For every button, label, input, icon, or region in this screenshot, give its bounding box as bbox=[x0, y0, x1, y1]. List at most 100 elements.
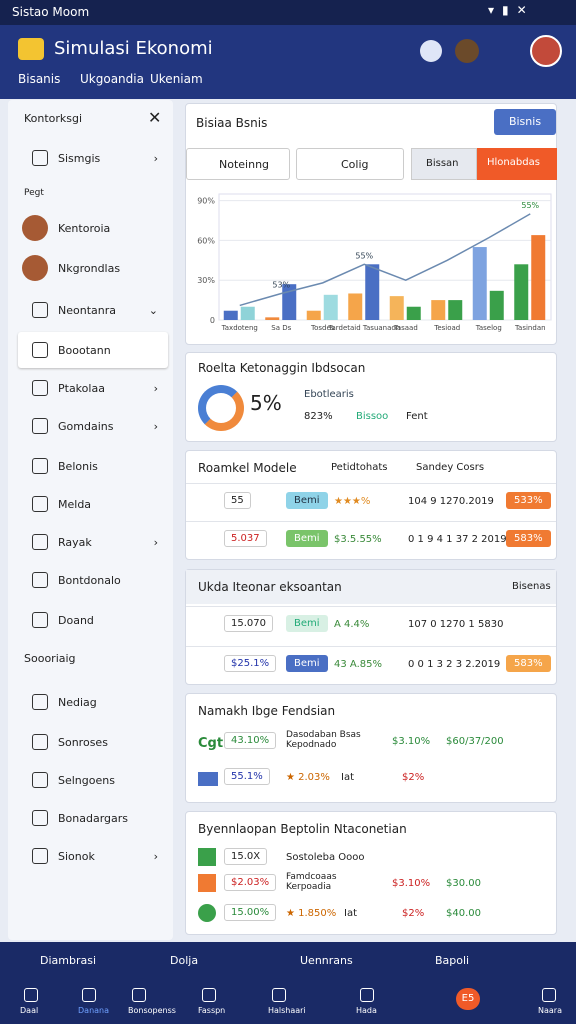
table-row[interactable]: 55.1% ★ 2.03% Iat $2% bbox=[186, 760, 556, 798]
nav-icon[interactable] bbox=[360, 988, 374, 1002]
nav-item[interactable]: Selngoens bbox=[18, 762, 168, 798]
profile-avatar[interactable] bbox=[530, 35, 562, 67]
icon-button[interactable] bbox=[420, 40, 442, 62]
bar bbox=[431, 300, 446, 320]
badge: E5 bbox=[456, 988, 480, 1010]
icon bbox=[32, 418, 48, 434]
logo bbox=[18, 38, 44, 60]
annotation: 53% bbox=[272, 280, 290, 289]
nav-label: Kentoroia bbox=[58, 221, 111, 235]
filter[interactable]: Colig bbox=[296, 148, 404, 180]
icon bbox=[32, 302, 48, 318]
icon bbox=[32, 496, 48, 512]
table-row[interactable]: Cgt 43.10% Dasodaban Bsas Kepodnado $3.10% $… bbox=[186, 724, 556, 762]
column-header: Petidtohats bbox=[331, 462, 388, 473]
link[interactable]: Bisenas bbox=[512, 581, 551, 592]
nav-label[interactable]: Hada bbox=[356, 1006, 377, 1015]
nav-item[interactable]: Sismgis › bbox=[18, 140, 168, 176]
nav-item[interactable]: Nkgrondlas bbox=[18, 250, 168, 286]
nav-item[interactable]: Belonis bbox=[18, 448, 168, 484]
avatar[interactable] bbox=[455, 39, 479, 63]
nav-label[interactable]: Bonsopenss bbox=[128, 1006, 176, 1015]
nav-item[interactable]: Sonroses bbox=[18, 724, 168, 760]
nav-item[interactable]: Kentoroia bbox=[18, 210, 168, 246]
table-row[interactable]: 55 Bemi ★★★% 104 9 1270.2019 533% bbox=[186, 483, 556, 521]
bottom-bar: Diambrasi Dolja Uennrans Bapoli Daal Danana Bo… bbox=[0, 942, 576, 1024]
nav-icon[interactable] bbox=[132, 988, 146, 1002]
nav-item[interactable]: Melda bbox=[18, 486, 168, 522]
nav-label[interactable]: Fasspn bbox=[198, 1006, 226, 1015]
cell: 107 0 1270 1 5830 bbox=[408, 619, 504, 630]
table-row[interactable]: 15.00% ★ 1.850% Iat $2% $40.00 bbox=[186, 900, 556, 926]
chart-card: Bisiaa Bsnis Bisnis Noteinng Colig Bissa… bbox=[185, 103, 557, 345]
table-row[interactable]: 15.070 Bemi A 4.4% 107 0 1270 1 5830 bbox=[186, 606, 556, 644]
nav-label[interactable]: Naara bbox=[538, 1006, 562, 1015]
table-row[interactable]: $2.03% Famdcoaas Kerpoadia $3.10% $30.00 bbox=[186, 870, 556, 896]
x-tick-label: Taxdoteng bbox=[221, 324, 258, 332]
nav-item[interactable]: Gomdains › bbox=[18, 408, 168, 444]
bar bbox=[389, 296, 404, 320]
filter[interactable]: Noteinng bbox=[186, 148, 290, 180]
table-row[interactable]: 5.037 Bemi $3.5.55% 0 1 9 4 1 37 2 2019 583% bbox=[186, 521, 556, 559]
nav-label: Sionok bbox=[58, 849, 95, 863]
cell: Sostoleba Oooo bbox=[286, 852, 365, 863]
nav-item[interactable]: Bontdonalo bbox=[18, 562, 168, 598]
x-tick-label: Tosdes bbox=[310, 324, 335, 332]
nav-item[interactable]: Neontanra ⌄ bbox=[18, 292, 168, 328]
y-tick-label: 90% bbox=[197, 197, 215, 206]
bar bbox=[323, 294, 338, 320]
nav-label[interactable]: Halshaari bbox=[268, 1006, 306, 1015]
legend: Ebotlearis bbox=[304, 389, 354, 400]
filter[interactable]: Hlonabdas bbox=[477, 148, 557, 180]
nav-icon[interactable] bbox=[542, 988, 556, 1002]
toolbar-item[interactable]: Dolja bbox=[170, 954, 199, 967]
tab[interactable]: Ukeniam bbox=[150, 72, 203, 86]
toolbar-item[interactable]: Bapoli bbox=[435, 954, 470, 967]
nav-label: Sismgis bbox=[58, 151, 101, 165]
icon bbox=[32, 534, 48, 550]
nav-icon[interactable] bbox=[82, 988, 96, 1002]
icon bbox=[32, 572, 48, 588]
nav-label: Gomdains bbox=[58, 419, 114, 433]
cell: 55 bbox=[224, 492, 251, 509]
nav-label[interactable]: Daal bbox=[20, 1006, 39, 1015]
x-tick-label: Tesioad bbox=[433, 324, 460, 332]
legend: Fent bbox=[406, 411, 428, 422]
cell: 15.00% bbox=[224, 904, 277, 921]
bar bbox=[282, 284, 297, 320]
nav-label: Boootann bbox=[58, 343, 111, 357]
nav-icon[interactable] bbox=[24, 988, 38, 1002]
nav-item[interactable]: Sionok › bbox=[18, 838, 168, 874]
nav-item[interactable]: Ptakolaa › bbox=[18, 370, 168, 406]
table-row[interactable]: 15.0X Sostoleba Oooo bbox=[186, 844, 556, 870]
donut bbox=[198, 385, 244, 431]
nav-item[interactable]: Doand bbox=[18, 602, 168, 638]
nav-item[interactable]: Rayak › bbox=[18, 524, 168, 560]
badge: Bemi bbox=[286, 492, 328, 509]
cell: 43.10% bbox=[224, 732, 277, 749]
filter[interactable]: Bissan bbox=[411, 148, 477, 180]
nav-label[interactable]: Danana bbox=[78, 1006, 110, 1015]
table-row[interactable]: $25.1% Bemi 43 A.85% 0 0 1 3 2 3 2.2019 583% bbox=[186, 646, 556, 684]
nav-item[interactable]: Boootann bbox=[18, 332, 168, 368]
cell: Dasodaban Bsas Kepodnado bbox=[286, 730, 361, 750]
tab[interactable]: Ukgoandia bbox=[80, 72, 144, 86]
x-tick-label: Tasaad bbox=[393, 324, 418, 332]
sidebar: Kontorksgi ✕ Sismgis › Pegt Kentoroia Nkgron… bbox=[8, 100, 173, 940]
badge: Bemi bbox=[286, 530, 328, 547]
tab[interactable]: Bisanis bbox=[18, 72, 61, 86]
toolbar-item[interactable]: Uennrans bbox=[300, 954, 353, 967]
badge: 533% bbox=[506, 492, 551, 509]
cell: 15.070 bbox=[224, 615, 273, 632]
button[interactable]: Bisnis bbox=[494, 109, 556, 135]
bar bbox=[514, 264, 529, 320]
nav-icon[interactable] bbox=[202, 988, 216, 1002]
nav-icon[interactable] bbox=[272, 988, 286, 1002]
nav-item[interactable]: Nediag bbox=[18, 684, 168, 720]
chevron: › bbox=[153, 381, 158, 395]
icon bbox=[198, 874, 216, 892]
close-icon[interactable]: ✕ bbox=[148, 108, 162, 127]
chevron: › bbox=[153, 849, 158, 863]
nav-item[interactable]: Bonadargars bbox=[18, 800, 168, 836]
toolbar-item[interactable]: Diambrasi bbox=[40, 954, 97, 967]
